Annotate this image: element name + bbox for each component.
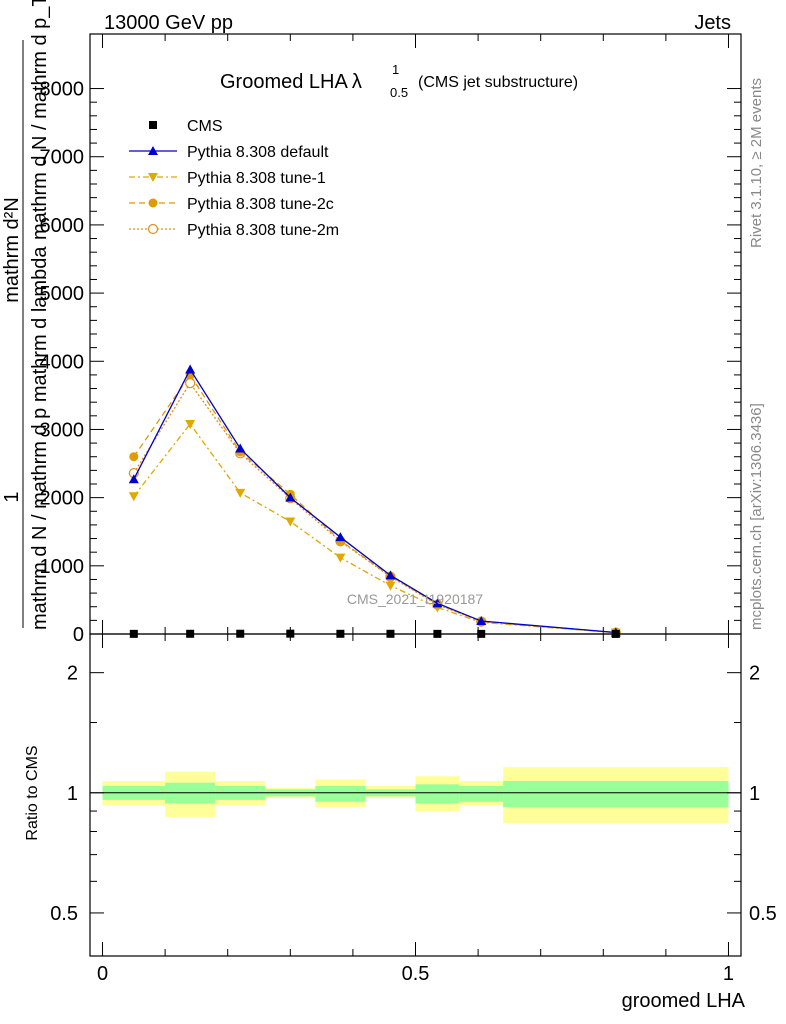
ratio-ytick-label: 2 [67, 663, 78, 685]
ratio-y-axis-label: Ratio to CMS [24, 745, 41, 840]
ratio-xtick-label: 0.5 [402, 963, 430, 985]
main-ytick-label: 3000 [40, 419, 85, 441]
ratio-ytick-label-right: 0.5 [749, 903, 777, 925]
ratio-band-inner-7 [459, 786, 504, 802]
title-sub: 0.5 [390, 85, 408, 100]
ylabel-numerator: 1 [1, 491, 23, 502]
series-point-2 [185, 420, 196, 429]
ylabel-garbled-1: mathrm d N / mathrm d p mathrm d lambda [29, 246, 51, 630]
ratio-panel: 0.5 0.5 1 1 2 2 0 0.5 1 [50, 633, 777, 985]
title-main: Groomed LHA λ [220, 71, 362, 93]
ratio-band-inner-6 [415, 784, 460, 804]
ratio-ytick-label: 1 [67, 783, 78, 805]
ratio-ytick-label: 0.5 [50, 903, 78, 925]
legend-label-0: CMS [187, 118, 223, 135]
main-y-axis-label: 1 mathrm d N / mathrm d p mathrm d lambd… [1, 0, 51, 630]
series-point-2 [335, 553, 346, 563]
main-ytick-label: 0 [73, 624, 84, 646]
legend-label-1: Pythia 8.308 default [187, 144, 329, 161]
analysis-watermark: CMS_2021_I1920187 [347, 591, 483, 607]
legend: CMS Pythia 8.308 default Pythia 8.308 tune… [129, 118, 339, 239]
chart-title: Groomed LHA λ 1 0.5 (CMS jet substructure… [220, 62, 578, 100]
header-process: 13000 GeV pp [104, 12, 233, 34]
legend-marker-2 [148, 173, 158, 182]
header-tag: Jets [694, 12, 731, 34]
rivet-label: Rivet 3.1.10, ≥ 2M events [748, 78, 765, 248]
title-sup: 1 [392, 62, 399, 77]
series-point-1 [335, 532, 346, 542]
ratio-xtick-label: 0 [97, 963, 108, 985]
main-ytick-label: 4000 [40, 351, 85, 373]
series-point-1 [432, 598, 443, 608]
ylabel-garbled-2: mathrm d N / mathrm d p_T mathrm d lambd… [29, 0, 51, 240]
main-ytick-label: 2000 [40, 488, 85, 510]
main-ytick-label: 7000 [40, 147, 85, 169]
title-suffix: (CMS jet substructure) [418, 74, 578, 91]
series-point-2 [285, 517, 296, 527]
legend-marker-4 [147, 223, 159, 235]
main-ytick-label: 6000 [40, 215, 85, 237]
series-point-3 [129, 452, 139, 462]
series-point-2 [385, 581, 396, 591]
ratio-band-inner-8 [503, 781, 729, 808]
main-panel: 0 1000 2000 3000 4000 5000 6000 7000 8000 [40, 33, 742, 646]
legend-label-2: Pythia 8.308 tune-1 [187, 170, 326, 187]
series-point-2 [235, 488, 246, 498]
series-point-1 [128, 474, 139, 484]
main-ytick-label: 5000 [40, 283, 85, 305]
series-point-2 [128, 492, 139, 502]
series-point-1 [185, 364, 196, 374]
series-point-1 [385, 570, 396, 580]
main-ytick-label: 1000 [40, 556, 85, 578]
ratio-band-inner-4 [315, 786, 366, 802]
series-point-1 [235, 443, 246, 453]
legend-label-4: Pythia 8.308 tune-2m [187, 222, 339, 239]
series-point-1 [476, 616, 487, 626]
ratio-xtick-label: 1 [723, 963, 734, 985]
legend-label-3: Pythia 8.308 tune-2c [187, 196, 334, 213]
mcplots-label: mcplots.cern.ch [arXiv:1306.3436] [748, 403, 765, 630]
ratio-ytick-label-right: 1 [749, 783, 760, 805]
ratio-ytick-label-right: 2 [749, 663, 760, 685]
x-axis-label: groomed LHA [622, 990, 746, 1012]
legend-marker-0 [149, 121, 157, 129]
legend-marker-1 [148, 146, 158, 155]
series-point-1 [285, 492, 296, 502]
legend-marker-3 [148, 198, 158, 208]
ylabel-top: mathrm d²N [1, 197, 23, 303]
main-ytick-label: 8000 [40, 79, 85, 101]
